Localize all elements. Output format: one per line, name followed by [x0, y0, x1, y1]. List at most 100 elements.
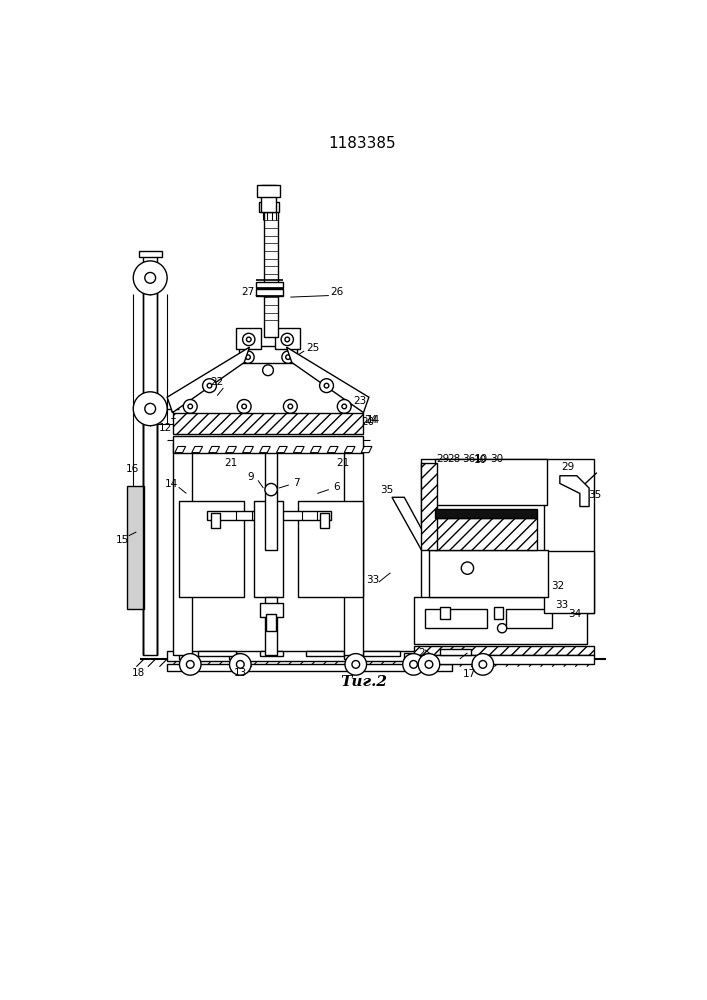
- Bar: [173, 436, 363, 453]
- Text: 1183385: 1183385: [328, 136, 396, 151]
- Text: 28: 28: [448, 454, 461, 464]
- Bar: [414, 597, 587, 644]
- Text: 17: 17: [463, 669, 477, 679]
- Text: 33: 33: [555, 600, 568, 610]
- Bar: [435, 518, 537, 550]
- Text: 16: 16: [126, 464, 139, 474]
- Circle shape: [282, 351, 294, 363]
- Bar: [421, 463, 437, 550]
- Bar: [256, 282, 284, 288]
- Circle shape: [203, 379, 216, 393]
- Text: 10: 10: [474, 455, 487, 465]
- Circle shape: [337, 400, 351, 413]
- Text: 23: 23: [353, 396, 366, 406]
- Bar: [429, 550, 549, 597]
- Polygon shape: [560, 476, 589, 507]
- Circle shape: [286, 355, 291, 359]
- Circle shape: [246, 355, 250, 359]
- Bar: [257, 185, 281, 197]
- Text: 9: 9: [247, 472, 254, 482]
- Circle shape: [342, 404, 346, 409]
- Bar: [440, 555, 455, 582]
- Bar: [305, 651, 344, 656]
- Circle shape: [243, 333, 255, 346]
- Bar: [344, 443, 363, 655]
- Circle shape: [425, 661, 433, 668]
- Circle shape: [187, 661, 194, 668]
- Bar: [173, 443, 192, 655]
- Polygon shape: [392, 497, 433, 550]
- Text: 25: 25: [306, 343, 320, 353]
- Bar: [139, 251, 162, 257]
- Text: 15: 15: [116, 535, 129, 545]
- Bar: [259, 651, 283, 656]
- Bar: [256, 289, 284, 296]
- Bar: [281, 511, 331, 520]
- Bar: [404, 653, 414, 659]
- Circle shape: [236, 661, 244, 668]
- Circle shape: [345, 654, 366, 675]
- Bar: [440, 649, 472, 655]
- Bar: [275, 328, 300, 349]
- Polygon shape: [209, 446, 219, 453]
- Circle shape: [281, 333, 293, 346]
- Text: 18: 18: [132, 668, 145, 678]
- Text: 26: 26: [330, 287, 343, 297]
- Circle shape: [180, 654, 201, 675]
- Bar: [481, 555, 494, 582]
- Circle shape: [520, 554, 530, 564]
- Circle shape: [265, 483, 277, 496]
- Bar: [440, 607, 450, 619]
- Bar: [179, 501, 244, 597]
- Text: 13: 13: [234, 668, 247, 678]
- Bar: [264, 209, 278, 337]
- Polygon shape: [167, 347, 250, 413]
- Circle shape: [145, 403, 156, 414]
- Bar: [207, 511, 257, 520]
- Circle shape: [352, 661, 360, 668]
- Circle shape: [524, 557, 527, 560]
- Bar: [425, 609, 486, 628]
- Circle shape: [145, 272, 156, 283]
- Bar: [236, 328, 261, 349]
- Bar: [344, 653, 354, 659]
- Polygon shape: [243, 446, 253, 453]
- Text: 29: 29: [436, 454, 450, 464]
- Bar: [259, 603, 283, 617]
- Text: 14: 14: [164, 479, 177, 489]
- Circle shape: [461, 562, 474, 574]
- Polygon shape: [259, 446, 270, 453]
- Circle shape: [472, 654, 493, 675]
- Bar: [363, 651, 400, 656]
- Text: 35: 35: [380, 485, 393, 495]
- Bar: [167, 651, 452, 661]
- Polygon shape: [286, 347, 369, 413]
- Circle shape: [238, 400, 251, 413]
- Bar: [229, 653, 239, 659]
- Circle shape: [133, 261, 167, 295]
- Bar: [239, 346, 296, 363]
- Bar: [544, 551, 595, 613]
- Polygon shape: [175, 446, 186, 453]
- Polygon shape: [192, 446, 203, 453]
- Polygon shape: [310, 446, 321, 453]
- Bar: [265, 597, 277, 655]
- Polygon shape: [361, 446, 372, 453]
- Bar: [144, 278, 157, 655]
- Circle shape: [247, 337, 251, 342]
- Circle shape: [133, 392, 167, 426]
- Circle shape: [285, 337, 290, 342]
- Text: 22: 22: [211, 377, 224, 387]
- Polygon shape: [226, 446, 236, 453]
- Text: 32: 32: [551, 581, 564, 591]
- Circle shape: [288, 404, 293, 409]
- Circle shape: [242, 351, 254, 363]
- Text: 29: 29: [561, 462, 574, 472]
- Polygon shape: [276, 446, 287, 453]
- Circle shape: [498, 624, 507, 633]
- Bar: [265, 440, 277, 550]
- Text: 10: 10: [474, 454, 488, 464]
- Circle shape: [183, 400, 197, 413]
- Circle shape: [242, 404, 247, 409]
- Bar: [506, 609, 552, 628]
